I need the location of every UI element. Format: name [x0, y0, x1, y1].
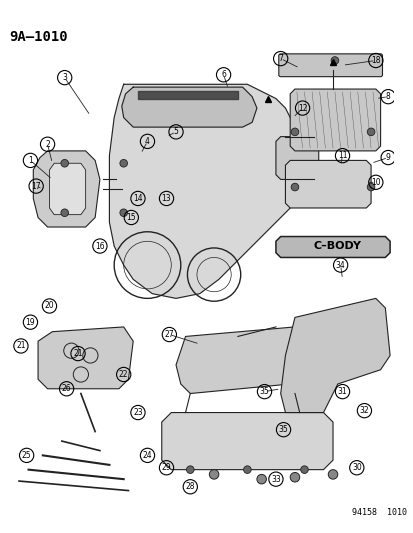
Polygon shape	[38, 327, 133, 389]
Circle shape	[120, 159, 127, 167]
Text: 30: 30	[351, 463, 361, 472]
FancyBboxPatch shape	[278, 54, 382, 77]
Text: 9: 9	[385, 153, 390, 162]
Text: 21: 21	[73, 349, 83, 358]
Polygon shape	[275, 237, 389, 257]
Circle shape	[61, 209, 68, 216]
Text: 9A—1010: 9A—1010	[9, 30, 68, 44]
Text: 17: 17	[31, 182, 41, 191]
Text: 5: 5	[173, 127, 178, 136]
Circle shape	[290, 472, 299, 482]
Polygon shape	[275, 136, 318, 180]
Text: 15: 15	[126, 213, 136, 222]
Text: 32: 32	[359, 406, 368, 415]
Circle shape	[186, 466, 194, 473]
Text: 2: 2	[45, 140, 50, 149]
Polygon shape	[290, 89, 380, 151]
Polygon shape	[176, 327, 304, 393]
Text: 22: 22	[119, 370, 128, 379]
Text: 6: 6	[221, 70, 225, 79]
Text: 29: 29	[161, 463, 171, 472]
Circle shape	[120, 209, 127, 216]
Text: 94158  1010: 94158 1010	[351, 508, 406, 516]
Circle shape	[366, 183, 374, 191]
Polygon shape	[285, 160, 370, 208]
Text: 23: 23	[133, 408, 142, 417]
Text: 24: 24	[142, 451, 152, 460]
Circle shape	[330, 56, 338, 64]
Text: 8: 8	[385, 92, 389, 101]
Circle shape	[243, 466, 251, 473]
Text: 34: 34	[335, 261, 345, 270]
Text: 20: 20	[45, 302, 54, 311]
Polygon shape	[50, 163, 85, 215]
Text: 35: 35	[259, 387, 269, 396]
Circle shape	[256, 474, 266, 484]
Circle shape	[209, 470, 218, 479]
Circle shape	[300, 466, 308, 473]
Text: 16: 16	[95, 241, 104, 251]
Text: 27: 27	[164, 330, 174, 339]
Polygon shape	[33, 151, 100, 227]
Text: 25: 25	[22, 451, 31, 460]
Text: 4: 4	[145, 137, 150, 146]
Text: 18: 18	[370, 56, 380, 65]
Text: 1: 1	[28, 156, 33, 165]
Text: 12: 12	[297, 103, 306, 112]
Circle shape	[290, 183, 298, 191]
Text: 33: 33	[271, 475, 280, 483]
Text: 21: 21	[16, 342, 26, 351]
Text: 13: 13	[161, 194, 171, 203]
Circle shape	[328, 470, 337, 479]
Text: C–BODY: C–BODY	[313, 241, 361, 251]
Polygon shape	[280, 298, 389, 413]
Text: 14: 14	[133, 194, 142, 203]
Circle shape	[366, 128, 374, 136]
Text: 28: 28	[185, 482, 195, 491]
Text: 31: 31	[337, 387, 347, 396]
Polygon shape	[109, 84, 294, 298]
Text: 26: 26	[62, 384, 71, 393]
Text: 10: 10	[370, 178, 380, 187]
Text: 35: 35	[278, 425, 288, 434]
Circle shape	[61, 159, 68, 167]
Polygon shape	[161, 413, 332, 470]
Circle shape	[290, 128, 298, 136]
Text: 3: 3	[62, 73, 67, 82]
Polygon shape	[121, 87, 256, 127]
Text: 19: 19	[26, 318, 35, 327]
Text: 11: 11	[337, 151, 347, 160]
Text: 7: 7	[278, 54, 282, 63]
